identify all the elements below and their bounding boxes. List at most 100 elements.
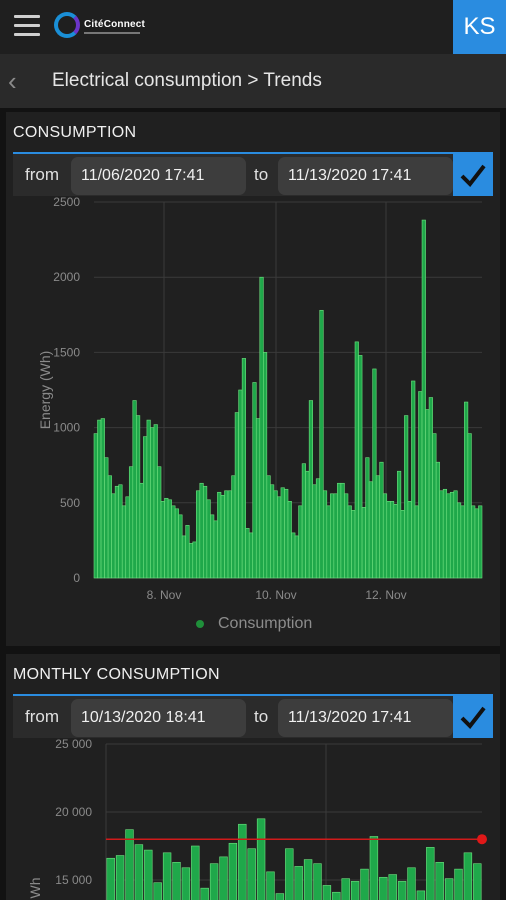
nav-bar: ‹ Electrical consumption > Trends xyxy=(0,54,506,108)
monthly-bar xyxy=(369,836,379,900)
monthly-bar xyxy=(435,862,444,900)
consumption-bar xyxy=(188,543,194,579)
consumption-bar xyxy=(365,457,370,579)
to-date-input[interactable]: 11/13/2020 17:41 xyxy=(278,699,453,737)
consumption-bar xyxy=(192,541,197,579)
consumption-bar xyxy=(375,475,381,579)
consumption-bar xyxy=(333,493,338,579)
back-arrow-icon[interactable]: ‹ xyxy=(8,66,17,96)
y-tick-label: 1500 xyxy=(53,345,80,359)
consumption-bar xyxy=(372,368,377,579)
consumption-bar xyxy=(277,496,282,579)
monthly-bar xyxy=(172,862,181,900)
consumption-bar xyxy=(340,482,345,579)
y-tick-label: 15 000 xyxy=(55,873,92,887)
consumption-bar xyxy=(404,415,409,579)
consumption-bar xyxy=(93,433,98,579)
menu-icon[interactable] xyxy=(14,15,40,37)
consumption-bar xyxy=(114,485,119,579)
apply-button[interactable] xyxy=(453,154,493,196)
y-tick-label: 2000 xyxy=(53,270,80,284)
consumption-bar xyxy=(457,502,462,579)
consumption-bar xyxy=(301,463,306,579)
consumption-bar xyxy=(421,219,426,579)
brand-name: CitéConnect xyxy=(84,19,146,30)
consumption-bar xyxy=(368,481,373,579)
consumption-bar xyxy=(305,470,310,579)
consumption-bar xyxy=(351,510,356,579)
monthly-bar xyxy=(191,845,200,900)
checkmark-icon xyxy=(460,164,486,187)
app-logo: CitéConnect xyxy=(54,12,154,44)
consumption-bar xyxy=(418,391,423,579)
consumption-bar xyxy=(319,309,324,579)
apply-button[interactable] xyxy=(453,696,493,738)
from-date-input[interactable]: 11/06/2020 17:41 xyxy=(71,157,246,195)
to-date-input[interactable]: 11/13/2020 17:41 xyxy=(278,157,453,195)
consumption-bar xyxy=(248,532,254,579)
legend-label: Consumption xyxy=(218,615,313,632)
consumption-bar xyxy=(425,409,430,579)
consumption-bar xyxy=(259,276,264,579)
y-axis-label: Energy (Wh) xyxy=(37,351,53,430)
y-tick-label: 2500 xyxy=(53,196,80,209)
consumption-bar xyxy=(291,532,296,579)
monthly-bar xyxy=(303,859,313,900)
monthly-bar xyxy=(256,818,266,900)
monthly-bar xyxy=(238,823,247,900)
consumption-bar xyxy=(442,488,448,579)
breadcrumb: Electrical consumption > Trends xyxy=(52,70,322,91)
consumption-bar xyxy=(178,514,183,579)
consumption-bar xyxy=(252,382,257,579)
consumption-bar xyxy=(337,482,342,579)
threshold-marker xyxy=(477,834,487,845)
consumption-bar xyxy=(220,494,225,579)
consumption-bar xyxy=(467,433,472,579)
monthly-bar xyxy=(388,874,397,900)
consumption-bar xyxy=(354,341,359,579)
consumption-bar xyxy=(241,358,246,579)
consumption-bar xyxy=(195,490,201,579)
from-date-input[interactable]: 10/13/2020 18:41 xyxy=(71,699,246,737)
monthly-bar xyxy=(426,847,435,900)
consumption-bar xyxy=(407,500,412,579)
y-tick-label: 500 xyxy=(60,496,80,510)
consumption-bar xyxy=(245,528,250,579)
consumption-bar xyxy=(97,419,102,579)
monthly-bar xyxy=(285,848,294,900)
consumption-bar xyxy=(344,493,349,579)
card-title: MONTHLY CONSUMPTION xyxy=(13,666,220,683)
consumption-bar xyxy=(315,478,321,579)
consumption-bar xyxy=(104,457,109,579)
consumption-bar xyxy=(322,490,328,579)
monthly-bar xyxy=(106,857,115,900)
consumption-bar xyxy=(171,505,176,579)
consumption-bar xyxy=(150,427,155,579)
user-avatar[interactable]: KS xyxy=(453,0,506,54)
monthly-bar xyxy=(162,852,172,900)
consumption-bar xyxy=(330,493,335,579)
consumption-bar xyxy=(474,508,479,579)
x-tick-label: 12. Nov xyxy=(365,588,406,602)
chart-legend[interactable]: Consumption xyxy=(196,615,312,633)
consumption-bar xyxy=(389,500,395,579)
consumption-bar xyxy=(111,493,116,579)
monthly-bar xyxy=(125,829,134,900)
consumption-bar xyxy=(100,418,105,579)
consumption-bar xyxy=(167,499,172,579)
monthly-bar xyxy=(266,871,275,900)
consumption-bar xyxy=(118,484,123,579)
consumption-bar xyxy=(446,493,451,579)
consumption-card: CONSUMPTION from 11/06/2020 17:41 to 11/… xyxy=(6,112,500,646)
consumption-bar xyxy=(146,419,151,579)
consumption-bar xyxy=(411,380,416,579)
consumption-bar xyxy=(224,490,229,579)
date-range-row: from 11/06/2020 17:41 to 11/13/2020 17:4… xyxy=(13,152,493,196)
y-tick-label: 0 xyxy=(73,571,80,585)
logo-ring-icon xyxy=(54,12,80,38)
card-title: CONSUMPTION xyxy=(13,124,137,141)
x-tick-label: 10. Nov xyxy=(255,588,296,602)
monthly-bar xyxy=(153,882,162,900)
monthly-bar xyxy=(407,867,416,900)
consumption-bar xyxy=(206,499,211,579)
